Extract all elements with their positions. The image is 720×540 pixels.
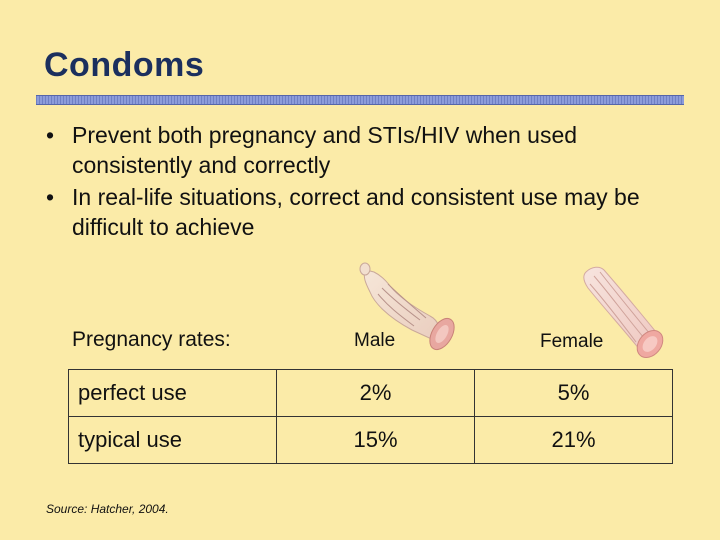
table-row: perfect use 2% 5% [68,369,673,417]
title-divider [36,95,684,105]
bullet-text: Prevent both pregnancy and STIs/HIV when… [72,122,578,178]
bullet-text: In real-life situations, correct and con… [72,184,640,240]
row-label: typical use [68,416,277,464]
column-header-male: Male [354,330,396,351]
bullet-item: • In real-life situations, correct and c… [46,182,686,242]
male-rate-cell: 2% [276,369,475,417]
table-header-label: Pregnancy rates: [72,328,231,351]
male-rate-cell: 15% [276,416,475,464]
female-rate-cell: 21% [474,416,673,464]
source-citation: Source: Hatcher, 2004. [46,502,169,516]
column-header-female: Female [540,331,604,352]
bullet-item: • Prevent both pregnancy and STIs/HIV wh… [46,120,686,180]
pregnancy-rates-table: perfect use 2% 5% typical use 15% 21% [68,369,673,464]
male-condom-illustration [359,262,455,351]
female-condom-illustration [583,266,664,358]
table-row: typical use 15% 21% [68,416,673,464]
row-label: perfect use [68,369,277,417]
bullet-list: • Prevent both pregnancy and STIs/HIV wh… [46,120,686,244]
slide-title: Condoms [44,46,205,84]
female-rate-cell: 5% [474,369,673,417]
bullet-marker: • [46,122,55,148]
bullet-marker: • [46,184,55,210]
